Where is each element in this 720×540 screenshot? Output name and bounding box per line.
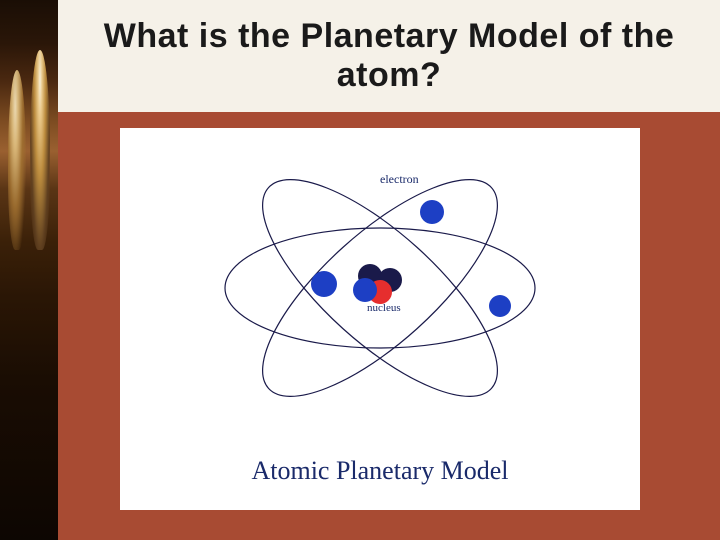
- electrons: [311, 200, 511, 317]
- title-band: What is the Planetary Model of the atom?: [58, 0, 720, 112]
- electron-dot: [420, 200, 444, 224]
- slide-title: What is the Planetary Model of the atom?: [88, 17, 690, 95]
- electron-label: electron: [380, 172, 419, 187]
- diagram-caption: Atomic Planetary Model: [120, 456, 640, 486]
- diagram-panel: electron nucleus Atomic Planetary Model: [120, 128, 640, 510]
- atom-diagram: [200, 168, 560, 408]
- nucleus-cluster: [353, 264, 402, 304]
- slide: What is the Planetary Model of the atom?…: [0, 0, 720, 540]
- electron-dot: [489, 295, 511, 317]
- decorative-left-strip: [0, 0, 58, 540]
- nucleus-label: nucleus: [367, 302, 401, 314]
- nucleon: [353, 278, 377, 302]
- electron-dot: [311, 271, 337, 297]
